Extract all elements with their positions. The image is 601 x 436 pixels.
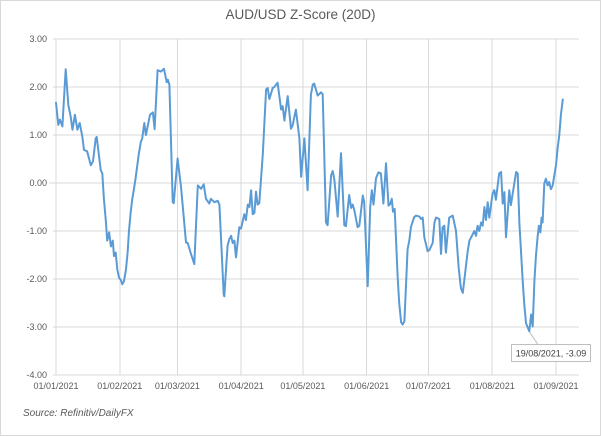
x-tick-label: 01/09/2021 — [533, 381, 578, 391]
y-tick-label: -2.00 — [26, 274, 47, 284]
annotation-leader — [529, 332, 539, 346]
zscore-line — [55, 67, 564, 333]
y-tick-label: 2.00 — [29, 82, 47, 92]
chart-title: AUD/USD Z-Score (20D) — [225, 7, 376, 22]
annotation-label: 19/08/2021, -3.09 — [516, 349, 587, 359]
x-tick-label: 01/04/2021 — [219, 381, 264, 391]
annotation-box — [511, 344, 591, 362]
source-note: Source: Refinitiv/DailyFX — [23, 408, 134, 419]
x-tick-label: 01/02/2021 — [97, 381, 142, 391]
y-tick-label: -3.00 — [26, 322, 47, 332]
y-tick-label: -1.00 — [26, 226, 47, 236]
y-tick-label: 0.00 — [29, 178, 47, 188]
x-tick-label: 01/08/2021 — [470, 381, 515, 391]
x-tick-label: 01/07/2021 — [406, 381, 451, 391]
x-tick-label: 01/06/2021 — [344, 381, 389, 391]
x-tick-label: 01/01/2021 — [33, 381, 78, 391]
y-tick-label: 3.00 — [29, 34, 47, 44]
x-tick-label: 01/05/2021 — [280, 381, 325, 391]
y-tick-label: -4.00 — [26, 370, 47, 380]
x-tick-label: 01/03/2021 — [155, 381, 200, 391]
y-tick-label: 1.00 — [29, 130, 47, 140]
